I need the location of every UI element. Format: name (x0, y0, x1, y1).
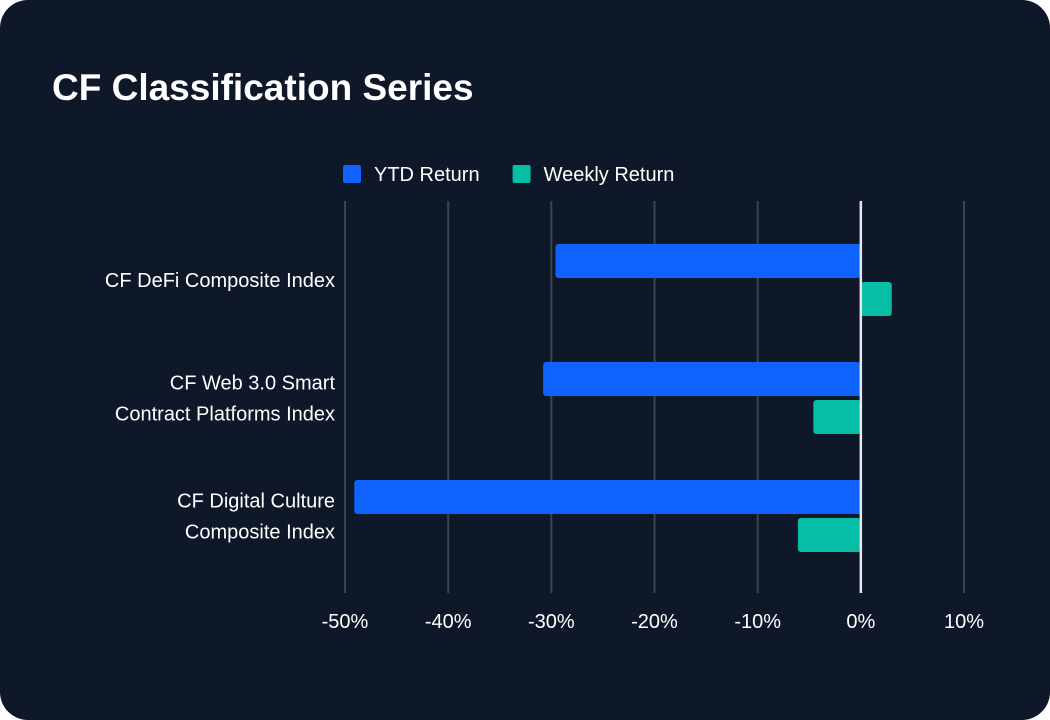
category-labels: CF DeFi Composite Index CF Web 3.0 Smart C… (105, 270, 336, 544)
category-label: CF Web 3.0 Smart Contract Platforms Index (115, 373, 336, 426)
x-tick-label: -50% (322, 611, 369, 633)
bars (354, 244, 892, 552)
ytd-return-bar (543, 362, 861, 396)
x-tick-label: 10% (944, 611, 984, 633)
x-tick-labels: -50% -40% -30% -20% -10% 0% 10% (322, 611, 985, 633)
x-tick-label: -40% (425, 611, 472, 633)
legend: YTD Return Weekly Return (343, 164, 674, 186)
x-tick-label: -20% (631, 611, 678, 633)
weekly-return-legend-swatch (512, 165, 531, 183)
ytd-return-legend-swatch (343, 165, 361, 183)
weekly-return-bar (860, 282, 892, 316)
ytd-return-legend-label: YTD Return (374, 164, 480, 186)
ytd-return-bar (555, 244, 861, 278)
x-tick-label: -30% (528, 611, 575, 633)
ytd-return-bar (354, 480, 861, 514)
x-tick-label: -10% (734, 611, 781, 633)
x-tick-label: 0% (846, 611, 875, 633)
weekly-return-bar (813, 400, 861, 434)
category-label: CF DeFi Composite Index (105, 270, 335, 292)
weekly-return-legend-label: Weekly Return (544, 164, 675, 186)
category-label: CF Digital Culture Composite Index (177, 491, 335, 544)
weekly-return-bar (797, 518, 861, 552)
chart-title: CF Classification Series (52, 67, 474, 108)
